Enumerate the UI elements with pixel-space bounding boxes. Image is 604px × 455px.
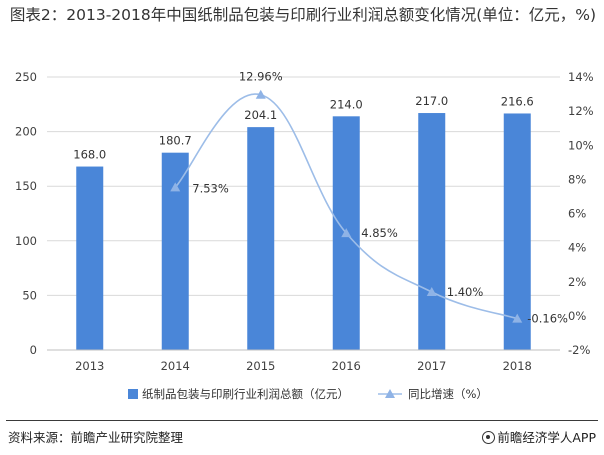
bar-value-label: 204.1 xyxy=(244,108,277,122)
growth-marker xyxy=(512,313,523,323)
qianzhan-logo-icon xyxy=(482,431,496,444)
bar-value-label: 216.6 xyxy=(501,94,534,108)
legend-bar-label: 纸制品包装与印刷行业利润总额（亿元） xyxy=(142,387,349,401)
x-tick-label: 2014 xyxy=(161,359,190,373)
x-tick-label: 2013 xyxy=(75,359,104,373)
y-right-tick-label: -2% xyxy=(568,343,590,357)
bar xyxy=(247,127,275,350)
bar xyxy=(76,166,104,350)
grid-lines xyxy=(47,76,560,351)
growth-value-label: 4.85% xyxy=(361,226,398,240)
y-right-tick-label: 4% xyxy=(568,241,586,255)
legend-bar-swatch xyxy=(128,389,138,399)
y-left-tick-label: 150 xyxy=(15,179,37,193)
growth-value-label: 12.96% xyxy=(239,70,283,84)
growth-line xyxy=(174,93,518,320)
y-right-tick-label: 6% xyxy=(568,207,586,221)
bar xyxy=(161,152,189,350)
bar-value-label: 214.0 xyxy=(330,97,363,111)
legend-line-marker xyxy=(385,389,395,398)
data-labels: 168.0 180.7 204.1 214.0 217.0 216.6 7.53% 12.96… xyxy=(73,70,568,326)
y-right-tick-label: 2% xyxy=(568,275,586,289)
y-right-tick-label: 10% xyxy=(568,138,594,152)
y-left-tick-label: 0 xyxy=(30,343,37,357)
x-tick-label: 2016 xyxy=(332,359,361,373)
legend: 纸制品包装与印刷行业利润总额（亿元） 同比增速（%） xyxy=(128,387,488,401)
bar-value-label: 168.0 xyxy=(73,148,106,162)
y-right-tick-label: 0% xyxy=(568,309,586,323)
y-left-tick-label: 250 xyxy=(15,70,37,84)
bar xyxy=(418,113,446,350)
y-right-tick-label: 12% xyxy=(568,104,594,118)
growth-marker xyxy=(170,182,181,192)
y-left-tick-label: 200 xyxy=(15,125,37,139)
bar xyxy=(503,113,531,350)
footer-divider xyxy=(6,420,598,421)
x-tick-label: 2017 xyxy=(417,359,446,373)
growth-value-label: -0.16% xyxy=(527,312,568,326)
y-left-tick-label: 50 xyxy=(22,288,37,302)
line-series xyxy=(170,89,523,323)
chart-title: 图表2：2013-2018年中国纸制品包装与印刷行业利润总额变化情况(单位：亿元… xyxy=(9,6,597,24)
brand-text: 前瞻经济学人APP xyxy=(497,430,596,445)
axes: 0 50 100 150 200 250 -2% 0% 2% 4% 6% 8% 10% 12% 14% 201… xyxy=(15,70,594,373)
source-note: 资料来源：前瞻产业研究院整理 xyxy=(8,430,184,445)
y-left-tick-label: 100 xyxy=(15,234,37,248)
brand-credit: 前瞻经济学人APP xyxy=(482,427,596,446)
growth-marker xyxy=(426,286,437,296)
legend-line-label: 同比增速（%） xyxy=(408,387,488,401)
combo-chart: 168.0 180.7 204.1 214.0 217.0 216.6 7.53% 12.96… xyxy=(15,70,594,401)
x-tick-label: 2015 xyxy=(246,359,275,373)
growth-value-label: 7.53% xyxy=(192,181,229,195)
growth-marker xyxy=(341,228,352,238)
bar-series xyxy=(76,113,531,350)
bar-value-label: 217.0 xyxy=(415,94,448,108)
y-right-tick-label: 8% xyxy=(568,172,586,186)
bar-value-label: 180.7 xyxy=(159,134,192,148)
growth-marker xyxy=(255,89,266,99)
growth-value-label: 1.40% xyxy=(447,285,484,299)
y-right-tick-label: 14% xyxy=(568,70,594,84)
x-tick-label: 2018 xyxy=(503,359,532,373)
